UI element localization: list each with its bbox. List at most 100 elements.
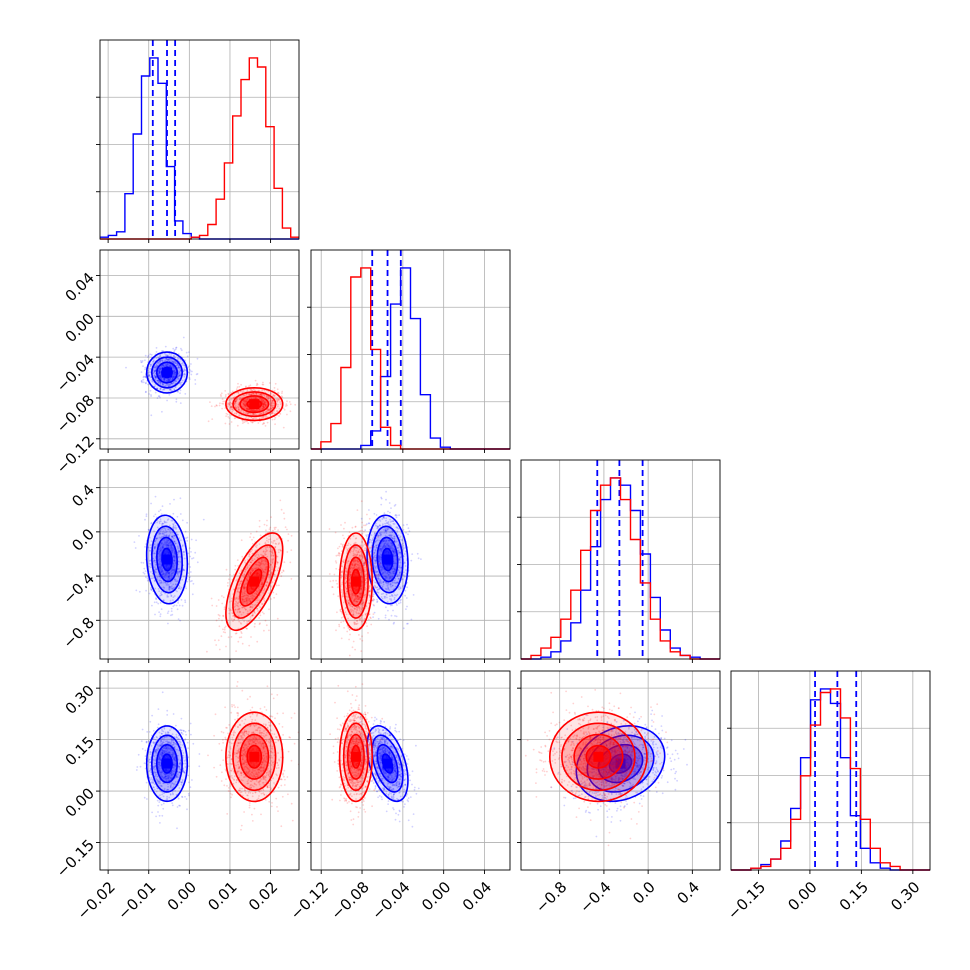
- scatter-point: [157, 379, 159, 382]
- scatter-point: [158, 395, 161, 397]
- scatter-point: [244, 600, 247, 603]
- scatter-point: [240, 582, 243, 585]
- scatter-point: [251, 421, 254, 424]
- scatter-point: [369, 546, 371, 549]
- scatter-point: [173, 551, 176, 553]
- scatter-point: [394, 503, 397, 506]
- scatter-point: [391, 534, 393, 537]
- scatter-point: [183, 575, 185, 578]
- scatter-point: [162, 533, 165, 536]
- scatter-point: [218, 614, 221, 617]
- scatter-point: [243, 404, 246, 407]
- scatter-point: [270, 408, 272, 410]
- scatter-point: [170, 593, 172, 595]
- scatter-point: [382, 540, 385, 543]
- scatter-point: [379, 525, 382, 527]
- scatter-point: [235, 399, 238, 402]
- scatter-point: [252, 613, 254, 615]
- scatter-point: [143, 375, 145, 378]
- scatter-point: [135, 589, 138, 592]
- scatter-point: [397, 575, 399, 577]
- scatter-point: [392, 537, 394, 540]
- scatter-point: [263, 612, 265, 615]
- scatter-point: [194, 551, 197, 554]
- scatter-point: [252, 413, 255, 416]
- scatter-point: [267, 396, 270, 399]
- scatter-point: [390, 544, 393, 547]
- scatter-point: [386, 572, 388, 575]
- scatter-point: [345, 588, 348, 590]
- scatter-point: [381, 518, 384, 520]
- scatter-point: [159, 382, 162, 385]
- scatter-point: [174, 386, 177, 389]
- scatter-point: [164, 592, 167, 595]
- scatter-point: [209, 401, 211, 403]
- scatter-point: [251, 409, 253, 412]
- scatter-point: [254, 555, 257, 558]
- scatter-point: [152, 381, 154, 383]
- scatter-point: [396, 581, 399, 584]
- scatter-point: [225, 394, 227, 396]
- scatter-point: [375, 514, 378, 516]
- scatter-point: [248, 620, 251, 623]
- scatter-point: [161, 410, 163, 413]
- scatter-point: [359, 588, 362, 591]
- scatter-point: [245, 599, 248, 601]
- scatter-point: [393, 548, 396, 551]
- scatter-point: [222, 400, 225, 403]
- scatter-point: [250, 567, 253, 570]
- scatter-point: [174, 370, 177, 373]
- scatter-point: [402, 544, 405, 547]
- scatter-point: [173, 540, 176, 543]
- scatter-point: [393, 598, 396, 601]
- scatter-point: [154, 378, 157, 381]
- scatter-point: [149, 559, 152, 562]
- scatter-point: [174, 371, 177, 374]
- scatter-point: [284, 405, 287, 407]
- scatter-point: [252, 542, 254, 545]
- scatter-point: [231, 397, 233, 400]
- scatter-point: [168, 589, 171, 591]
- scatter-point: [338, 623, 340, 626]
- scatter-point: [242, 606, 245, 608]
- scatter-point: [144, 359, 146, 362]
- scatter-point: [223, 626, 226, 629]
- scatter-point: [392, 554, 395, 557]
- scatter-point: [155, 357, 158, 360]
- scatter-point: [158, 550, 160, 553]
- scatter-point: [244, 405, 247, 407]
- scatter-point: [245, 608, 247, 611]
- scatter-point: [262, 598, 265, 601]
- scatter-point: [347, 544, 349, 546]
- scatter-point: [158, 380, 161, 383]
- scatter-point: [380, 553, 382, 556]
- scatter-point: [365, 523, 368, 525]
- scatter-point: [354, 546, 356, 549]
- scatter-point: [192, 582, 195, 585]
- scatter-point: [174, 525, 177, 527]
- scatter-point: [180, 347, 182, 350]
- scatter-point: [235, 596, 238, 599]
- scatter-point: [179, 570, 182, 573]
- scatter-point: [159, 582, 161, 584]
- scatter-point: [160, 528, 163, 531]
- scatter-point: [375, 566, 377, 568]
- scatter-point: [383, 540, 385, 542]
- scatter-point: [398, 551, 401, 554]
- scatter-point: [165, 538, 168, 541]
- scatter-point: [173, 559, 176, 562]
- scatter-point: [164, 582, 167, 584]
- scatter-point: [261, 407, 264, 410]
- scatter-point: [253, 625, 256, 628]
- scatter-point: [234, 404, 237, 407]
- scatter-point: [385, 519, 387, 522]
- scatter-point: [168, 544, 171, 547]
- scatter-point: [171, 569, 174, 571]
- scatter-point: [148, 536, 151, 539]
- scatter-point: [271, 548, 273, 551]
- scatter-point: [246, 579, 249, 582]
- scatter-point: [247, 417, 249, 420]
- scatter-point: [377, 526, 379, 529]
- scatter-point: [270, 392, 272, 395]
- scatter-point: [159, 579, 162, 582]
